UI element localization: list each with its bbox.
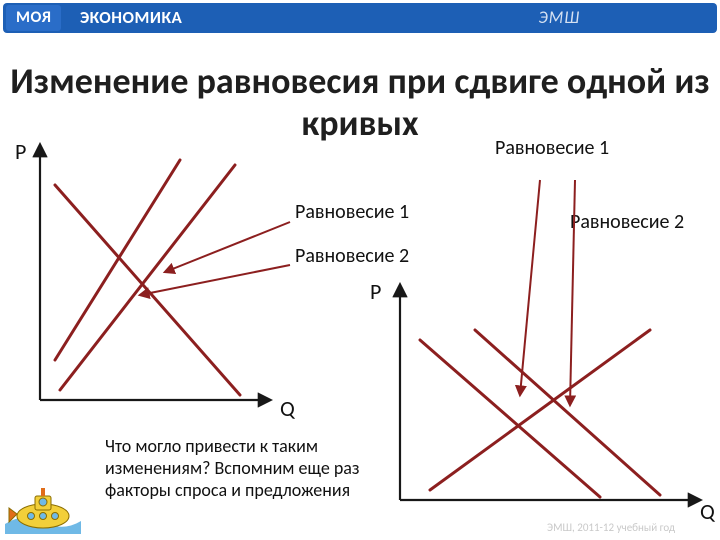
question-text: Что могло привести к таким изменениям? В…: [105, 435, 375, 501]
footer-copyright: ЭМШ, 2011-12 учебный год: [547, 521, 675, 534]
submarine-icon: [3, 474, 83, 534]
